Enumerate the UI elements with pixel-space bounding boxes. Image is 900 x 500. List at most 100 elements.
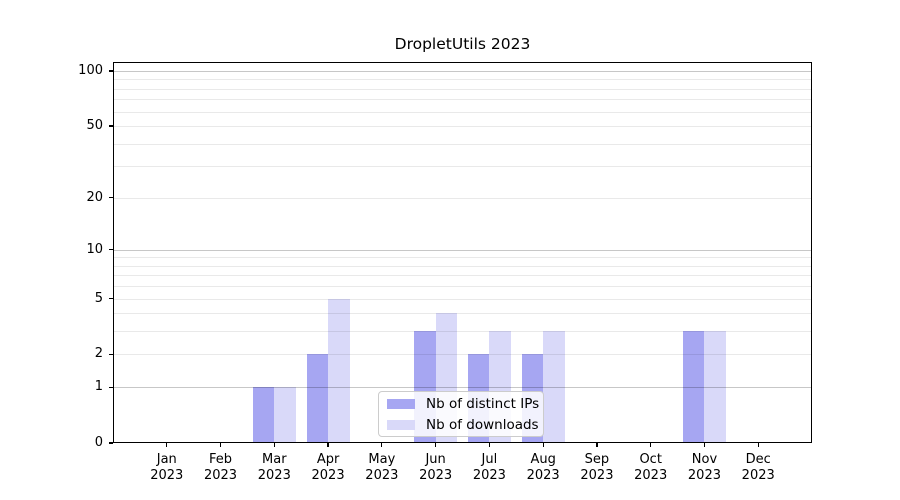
y-axis-tick: [109, 442, 113, 444]
x-label-month: Oct: [639, 452, 662, 467]
y-axis-label: 0: [94, 435, 103, 450]
x-axis-label-dec: Dec 2023: [728, 452, 788, 484]
x-label-month: Apr: [316, 452, 340, 467]
x-label-month: May: [368, 452, 396, 467]
x-label-year: 2023: [526, 468, 560, 483]
x-axis-tick: [596, 443, 598, 447]
y-axis-label: 5: [94, 290, 103, 306]
minor-gridline: [113, 143, 812, 145]
bar-apr-nb-of-downloads: [328, 298, 350, 443]
x-label-year: 2023: [472, 468, 506, 483]
y-axis-label: 50: [86, 118, 103, 134]
x-label-year: 2023: [580, 468, 614, 483]
x-axis-label-apr: Apr 2023: [298, 452, 358, 484]
x-axis-tick: [542, 443, 544, 447]
legend-entry-downloads: Nb of downloads: [387, 417, 539, 433]
x-label-month: Mar: [262, 452, 287, 467]
x-label-year: 2023: [419, 468, 453, 483]
x-label-month: Nov: [691, 452, 718, 467]
major-gridline: [113, 71, 812, 72]
legend-label-distinct-ips: Nb of distinct IPs: [426, 395, 540, 412]
x-label-month: Dec: [745, 452, 771, 467]
y-axis-tick: [109, 386, 113, 388]
bar-nov-nb-of-distinct-ips: [682, 331, 705, 443]
x-axis-tick: [327, 443, 329, 447]
x-axis-label-aug: Aug 2023: [513, 452, 573, 484]
minor-gridline: [113, 298, 812, 300]
bar-nov-nb-of-downloads: [704, 331, 726, 443]
y-axis-tick: [109, 125, 113, 127]
minor-gridline: [113, 354, 812, 356]
x-axis-tick: [757, 443, 759, 447]
minor-gridline: [113, 197, 812, 199]
y-axis-label: 10: [86, 241, 103, 257]
minor-gridline: [113, 313, 812, 315]
minor-gridline: [113, 257, 812, 259]
y-axis-label: 2: [94, 346, 103, 362]
x-axis-tick: [435, 443, 437, 447]
x-label-year: 2023: [741, 468, 775, 483]
major-gridline: [113, 387, 812, 389]
y-axis-label: 100: [78, 63, 103, 78]
minor-gridline: [113, 166, 812, 168]
x-label-month: Jun: [425, 452, 446, 467]
minor-gridline: [113, 265, 812, 267]
bar-mar-nb-of-downloads: [274, 387, 296, 443]
minor-gridline: [113, 286, 812, 288]
x-label-month: Jan: [156, 452, 177, 467]
y-axis-tick: [109, 297, 113, 300]
minor-gridline: [113, 88, 812, 90]
x-axis-tick: [166, 443, 168, 447]
x-axis-label-jul: Jul 2023: [459, 452, 519, 484]
x-label-year: 2023: [634, 468, 668, 483]
x-label-month: Aug: [530, 452, 556, 467]
minor-gridline: [113, 99, 812, 101]
legend-swatch-distinct-ips: [387, 398, 415, 409]
x-axis-label-sep: Sep 2023: [567, 452, 627, 484]
x-label-year: 2023: [257, 468, 291, 483]
legend-swatch-downloads: [387, 419, 415, 430]
y-axis-label: 20: [86, 189, 103, 205]
x-label-year: 2023: [687, 468, 721, 483]
x-axis-label-oct: Oct 2023: [621, 452, 681, 484]
legend: Nb of distinct IPs Nb of downloads: [378, 391, 544, 437]
y-axis-tick: [109, 196, 113, 199]
x-axis-label-jun: Jun 2023: [406, 452, 466, 484]
y-axis-tick: [109, 249, 113, 251]
chart-title: DropletUtils 2023: [394, 35, 531, 53]
x-axis-tick: [650, 443, 652, 447]
x-axis-label-mar: Mar 2023: [244, 452, 304, 484]
bar-aug-nb-of-downloads: [543, 331, 565, 443]
x-label-year: 2023: [150, 468, 184, 483]
y-axis-tick: [109, 353, 113, 356]
minor-gridline: [113, 331, 812, 333]
bar-apr-nb-of-distinct-ips: [306, 354, 329, 443]
y-axis-label: 1: [94, 379, 103, 395]
x-label-year: 2023: [365, 468, 399, 483]
x-axis-tick: [488, 443, 490, 447]
minor-gridline: [113, 126, 812, 128]
minor-gridline: [113, 111, 812, 113]
x-label-year: 2023: [203, 468, 238, 483]
major-gridline: [113, 249, 812, 251]
x-axis-label-feb: Feb 2023: [191, 452, 251, 484]
x-axis-tick: [703, 443, 706, 447]
x-axis-tick: [219, 443, 222, 447]
x-label-month: Sep: [584, 452, 610, 467]
bar-mar-nb-of-distinct-ips: [252, 387, 275, 443]
x-label-month: Feb: [209, 452, 233, 467]
legend-entry-distinct-ips: Nb of distinct IPs: [387, 396, 539, 412]
plot-area: 0 1 2 5 10 20 50 100 Jan 2023 Feb 2023 Mar 2023 Apr 202…: [78, 62, 812, 483]
minor-gridline: [113, 79, 812, 81]
x-axis-tick: [273, 443, 275, 447]
x-axis-label-nov: Nov 2023: [674, 452, 734, 484]
x-label-month: Jul: [481, 452, 498, 467]
minor-gridline: [113, 275, 812, 277]
x-axis-label-jan: Jan 2023: [137, 452, 197, 484]
x-label-year: 2023: [311, 468, 345, 483]
x-axis-tick: [381, 443, 383, 447]
legend-label-downloads: Nb of downloads: [426, 416, 539, 433]
x-axis-label-may: May 2023: [352, 452, 412, 484]
y-axis-tick: [109, 70, 113, 72]
